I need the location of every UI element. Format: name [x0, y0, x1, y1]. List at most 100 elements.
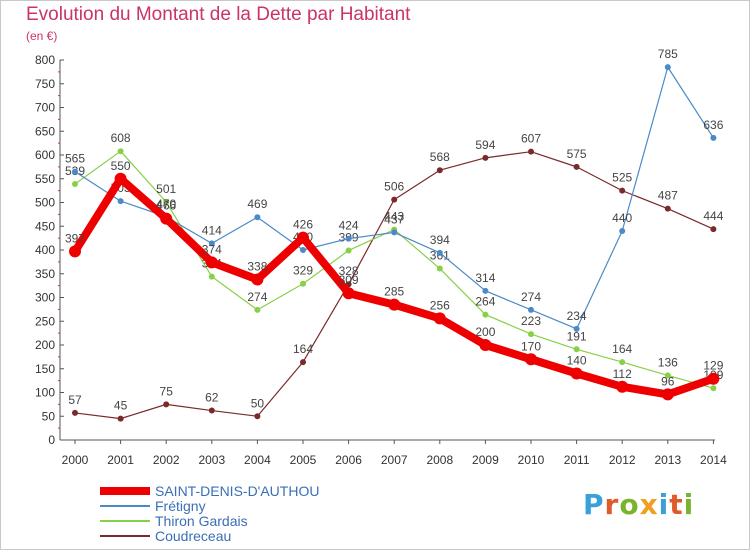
data-label: 274 — [521, 290, 541, 304]
data-label: 112 — [613, 367, 632, 381]
data-label: 136 — [658, 355, 678, 369]
data-point — [208, 273, 215, 280]
data-label: 394 — [430, 233, 450, 247]
data-point — [72, 409, 78, 416]
data-label: 550 — [111, 159, 131, 173]
data-point — [254, 214, 261, 221]
data-point — [297, 231, 309, 244]
data-point — [160, 212, 173, 225]
x-tick-label: 2005 — [290, 453, 317, 467]
data-point — [436, 249, 443, 256]
data-point — [528, 306, 534, 313]
logo-letter: i — [658, 488, 670, 521]
data-label: 470 — [156, 197, 176, 211]
data-label: 314 — [475, 271, 495, 285]
data-label: 328 — [339, 264, 359, 278]
data-label: 636 — [703, 118, 723, 132]
data-label: 338 — [247, 259, 267, 273]
data-label: 440 — [612, 211, 632, 225]
x-tick-label: 2012 — [609, 453, 636, 467]
data-point — [391, 196, 398, 203]
legend-label: SAINT-DENIS-D'AUTHOU — [155, 483, 320, 499]
x-tick-label: 2004 — [244, 453, 271, 467]
data-point — [388, 298, 401, 311]
data-label: 164 — [612, 342, 632, 356]
data-label: 191 — [567, 329, 587, 343]
data-point — [570, 367, 583, 380]
y-tick-label: 550 — [35, 172, 55, 186]
logo-letter: i — [683, 488, 695, 521]
legend-swatch — [100, 535, 150, 537]
data-label: 506 — [384, 180, 404, 194]
data-point — [391, 229, 398, 236]
data-point — [528, 148, 534, 155]
data-label: 469 — [247, 197, 267, 211]
x-tick-label: 2010 — [518, 453, 545, 467]
data-label: 608 — [111, 131, 131, 145]
data-point — [710, 134, 717, 141]
data-point — [72, 180, 78, 187]
data-point — [300, 280, 306, 287]
data-point — [117, 148, 124, 155]
legend-label: Frétigny — [155, 498, 206, 514]
data-point — [433, 312, 446, 325]
data-point — [208, 240, 215, 247]
x-tick-label: 2003 — [198, 453, 225, 467]
data-label: 424 — [339, 219, 359, 233]
x-tick-label: 2009 — [472, 453, 499, 467]
data-point — [707, 372, 720, 385]
legend-item-thiron-gardais: Thiron Gardais — [100, 513, 420, 529]
data-point — [251, 273, 264, 286]
data-point — [482, 287, 489, 294]
data-label: 96 — [661, 374, 675, 388]
y-tick-label: 750 — [35, 77, 55, 91]
data-label: 234 — [567, 309, 587, 323]
data-label: 525 — [612, 171, 632, 185]
y-tick-label: 800 — [35, 53, 55, 67]
data-label: 575 — [567, 147, 587, 161]
data-point — [664, 205, 671, 212]
data-point — [254, 306, 261, 313]
y-tick-label: 600 — [35, 148, 55, 162]
logo-letter: o — [619, 488, 640, 521]
y-tick-label: 250 — [35, 314, 55, 328]
legend-item-coudreceau: Coudreceau — [100, 528, 420, 544]
data-label: 329 — [293, 264, 313, 278]
data-point — [163, 199, 170, 206]
data-point — [661, 388, 674, 401]
data-label: 607 — [521, 132, 541, 146]
y-tick-label: 300 — [35, 291, 55, 305]
chart-title: Evolution du Montant de la Dette par Hab… — [26, 4, 411, 25]
y-tick-label: 150 — [35, 362, 55, 376]
data-point — [616, 380, 629, 393]
data-point — [528, 331, 534, 338]
data-label: 594 — [475, 138, 495, 152]
data-point — [300, 359, 306, 366]
data-label: 256 — [430, 298, 450, 312]
x-tick-label: 2014 — [700, 453, 727, 467]
data-point — [208, 407, 215, 414]
data-label: 568 — [430, 150, 450, 164]
data-label: 57 — [68, 393, 82, 407]
legend-item-fretigny: Frétigny — [100, 498, 420, 514]
data-label: 565 — [65, 152, 85, 166]
data-label: 426 — [293, 218, 313, 232]
data-label: 374 — [202, 242, 222, 256]
y-tick-label: 650 — [35, 124, 55, 138]
y-tick-label: 50 — [42, 409, 56, 423]
x-tick-label: 2008 — [426, 453, 453, 467]
y-tick-label: 350 — [35, 267, 55, 281]
data-label: 397 — [65, 231, 85, 245]
x-tick-label: 2011 — [564, 453, 590, 467]
legend-label: Thiron Gardais — [155, 513, 248, 529]
x-tick-label: 2013 — [654, 453, 681, 467]
data-point — [117, 415, 124, 422]
data-label: 264 — [475, 295, 495, 309]
data-label: 75 — [160, 384, 174, 398]
data-point — [664, 64, 671, 71]
data-label: 487 — [658, 189, 678, 203]
data-point — [117, 198, 124, 205]
data-label: 443 — [384, 210, 404, 224]
legend: SAINT-DENIS-D'AUTHOU Frétigny Thiron Gar… — [100, 483, 420, 544]
data-label: 129 — [703, 359, 723, 373]
